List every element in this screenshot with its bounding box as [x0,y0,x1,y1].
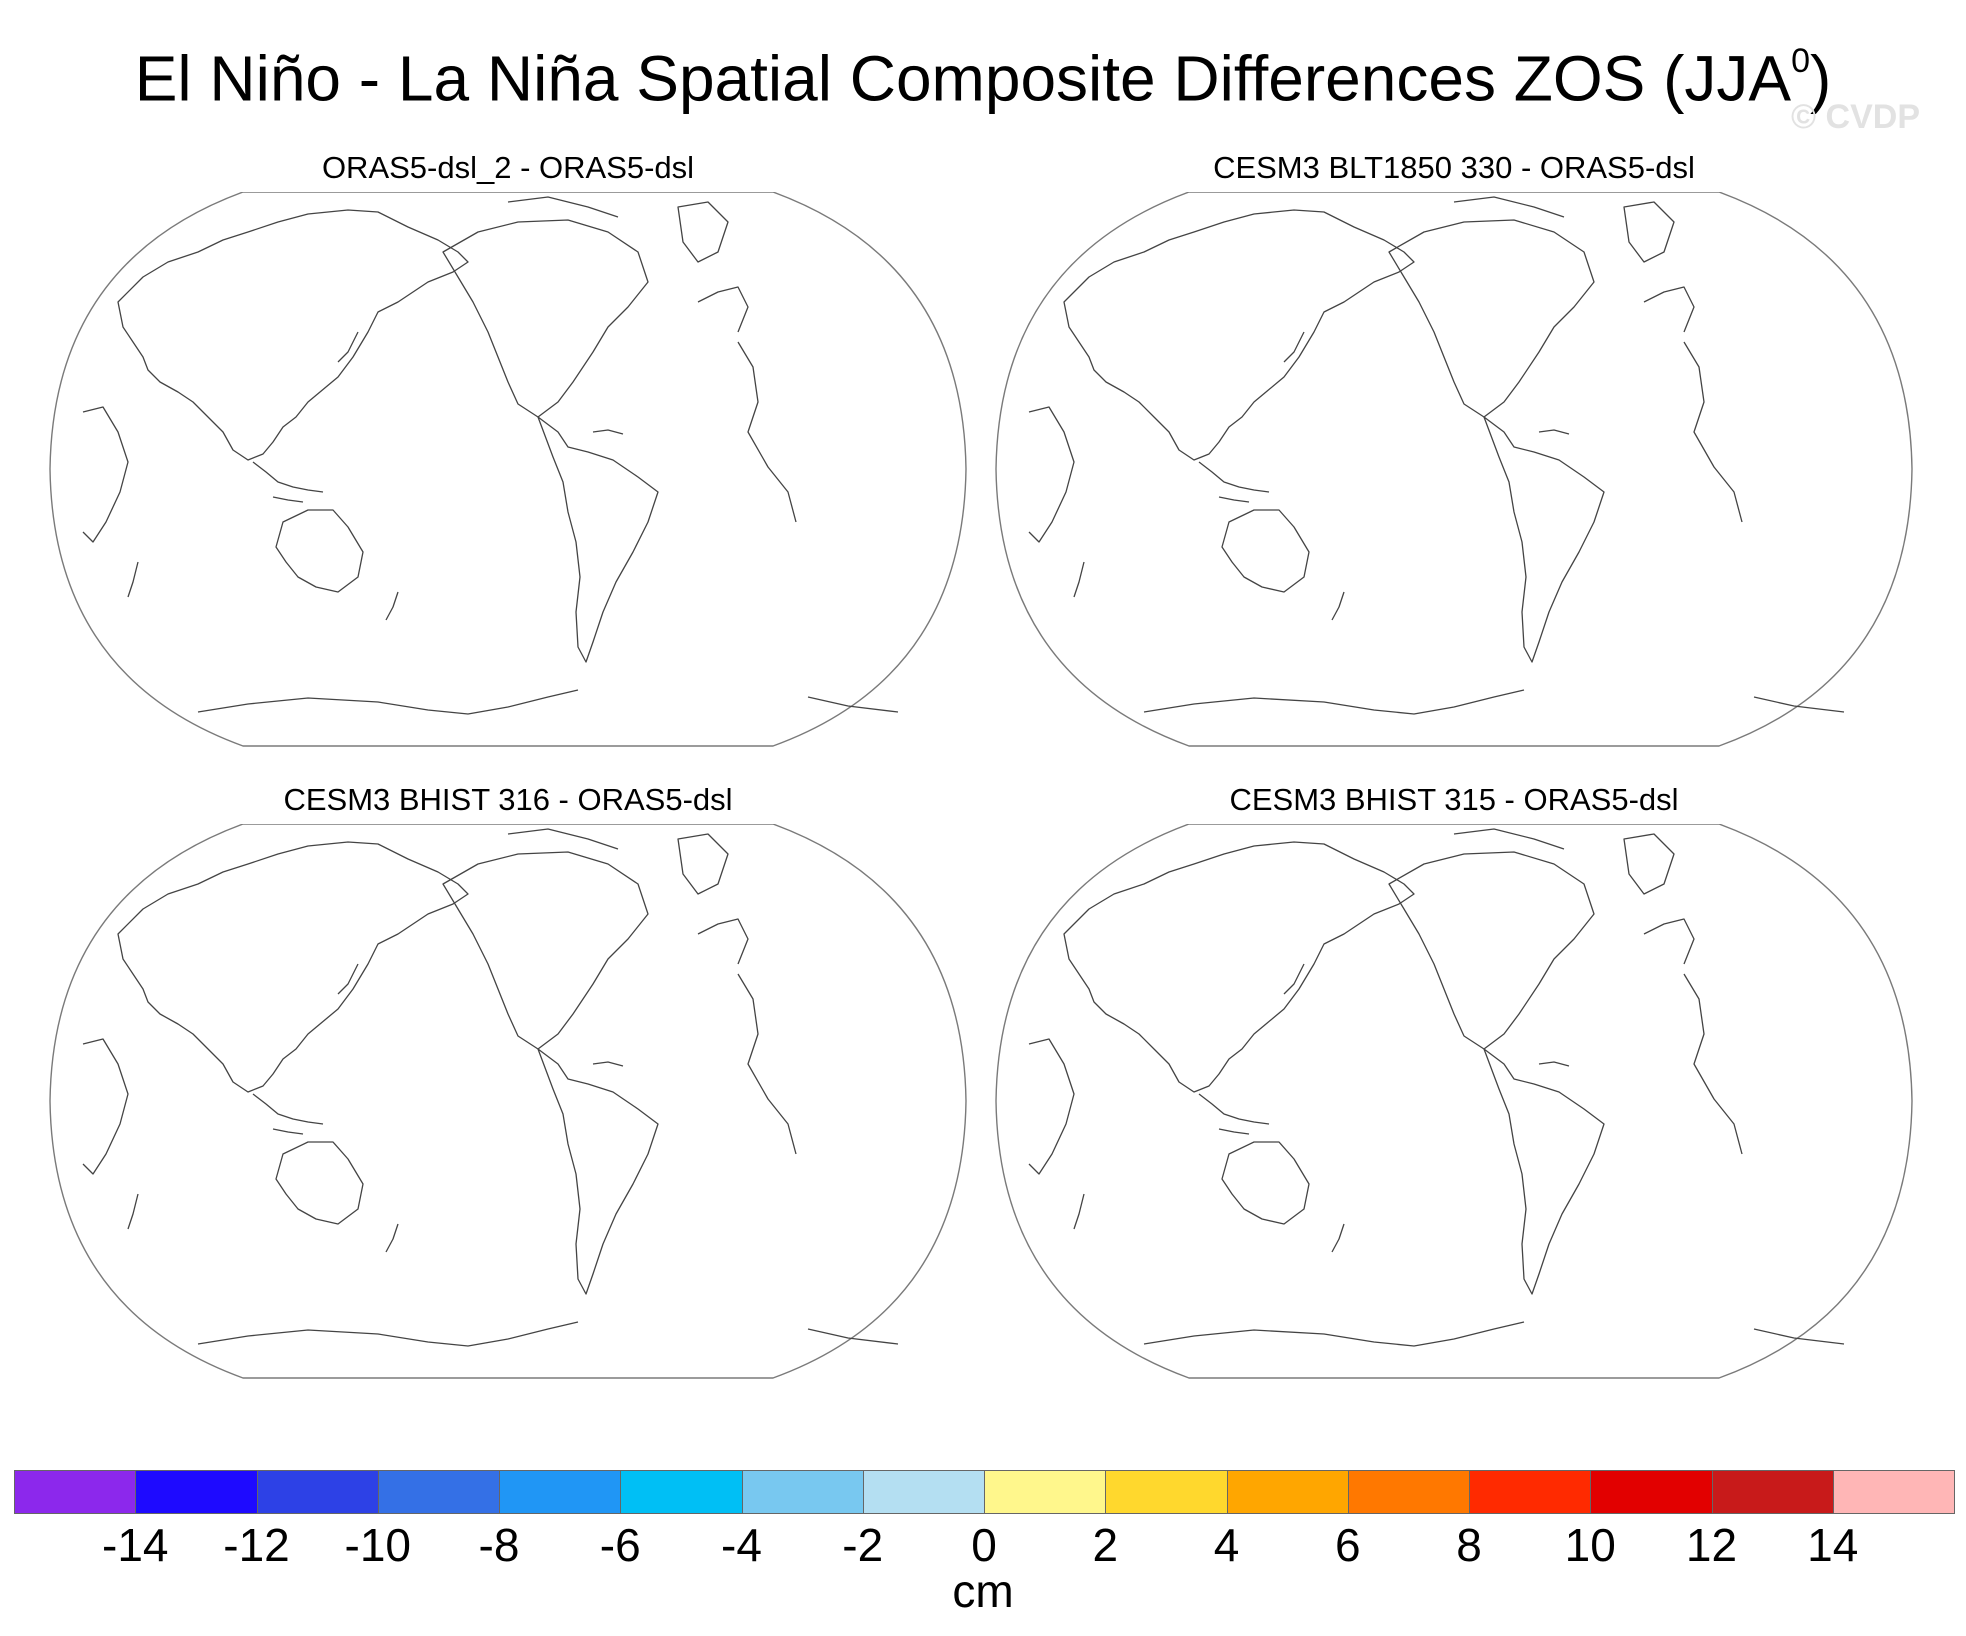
colorbar-tick-label: 4 [1213,1519,1240,1571]
map-panel-1: ORAS5-dsl_2 - ORAS5-dsl [48,150,968,770]
panel-title: CESM3 BHIST 316 - ORAS5-dsl [283,782,733,817]
colorbar-segment [1105,1470,1228,1514]
colorbar-tick-label: 8 [1456,1519,1482,1571]
colorbar-tick-label: -10 [344,1519,411,1571]
colorbar-segment [862,1470,985,1514]
map-panel-4: CESM3 BHIST 315 - ORAS5-dsl [994,782,1914,1402]
panel-title: CESM3 BLT1850 330 - ORAS5-dsl [1213,150,1695,185]
world-map [49,192,967,747]
world-map [49,824,967,1379]
colorbar-tick-label: 2 [1092,1519,1119,1571]
map-panel-2: CESM3 BLT1850 330 - ORAS5-dsl [994,150,1914,770]
map-panel-3: CESM3 BHIST 316 - ORAS5-dsl [48,782,968,1402]
colorbar-tick-label: -6 [599,1519,641,1571]
colorbar-tick-labels: -14 -12 -10 -8 -6 -4 -2 0 2 4 6 8 10 12 14 [14,1518,1954,1578]
colorbar-tick-label: -8 [478,1519,520,1571]
colorbar-units: cm [952,1565,1014,1617]
colorbar-tick-label: -12 [223,1519,290,1571]
figure-title: El Niño - La Niña Spatial Composite Diff… [134,42,1832,115]
colorbar-segment [499,1470,622,1514]
colorbar-segment [14,1470,137,1514]
colorbar-segment [135,1470,258,1514]
colorbar-segment [1347,1470,1470,1514]
world-map [995,192,1913,747]
colorbar-segment [741,1470,864,1514]
colorbar-tick-label: 10 [1564,1519,1616,1571]
colorbar-segment [620,1470,743,1514]
colorbar [14,1470,1955,1514]
colorbar-segment [1226,1470,1349,1514]
colorbar-segment [984,1470,1107,1514]
colorbar-segment [256,1470,379,1514]
world-map [995,824,1913,1379]
colorbar-segment [1469,1470,1592,1514]
colorbar-segment [1590,1470,1713,1514]
colorbar-segment [1711,1470,1834,1514]
colorbar-tick-label: -2 [842,1519,884,1571]
panel-title: ORAS5-dsl_2 - ORAS5-dsl [321,150,695,185]
colorbar-segment [1832,1470,1955,1514]
colorbar-tick-label: 6 [1334,1519,1361,1571]
colorbar-segment [377,1470,500,1514]
cvdp-watermark: © CVDP [1791,98,1920,136]
colorbar-tick-label: 0 [971,1519,997,1571]
panel-title: CESM3 BHIST 315 - ORAS5-dsl [1229,782,1679,817]
colorbar-tick-label: 12 [1685,1519,1738,1571]
colorbar-tick-label: -4 [721,1519,762,1571]
colorbar-tick-label: -14 [102,1519,169,1571]
colorbar-tick-label: 14 [1807,1519,1859,1571]
